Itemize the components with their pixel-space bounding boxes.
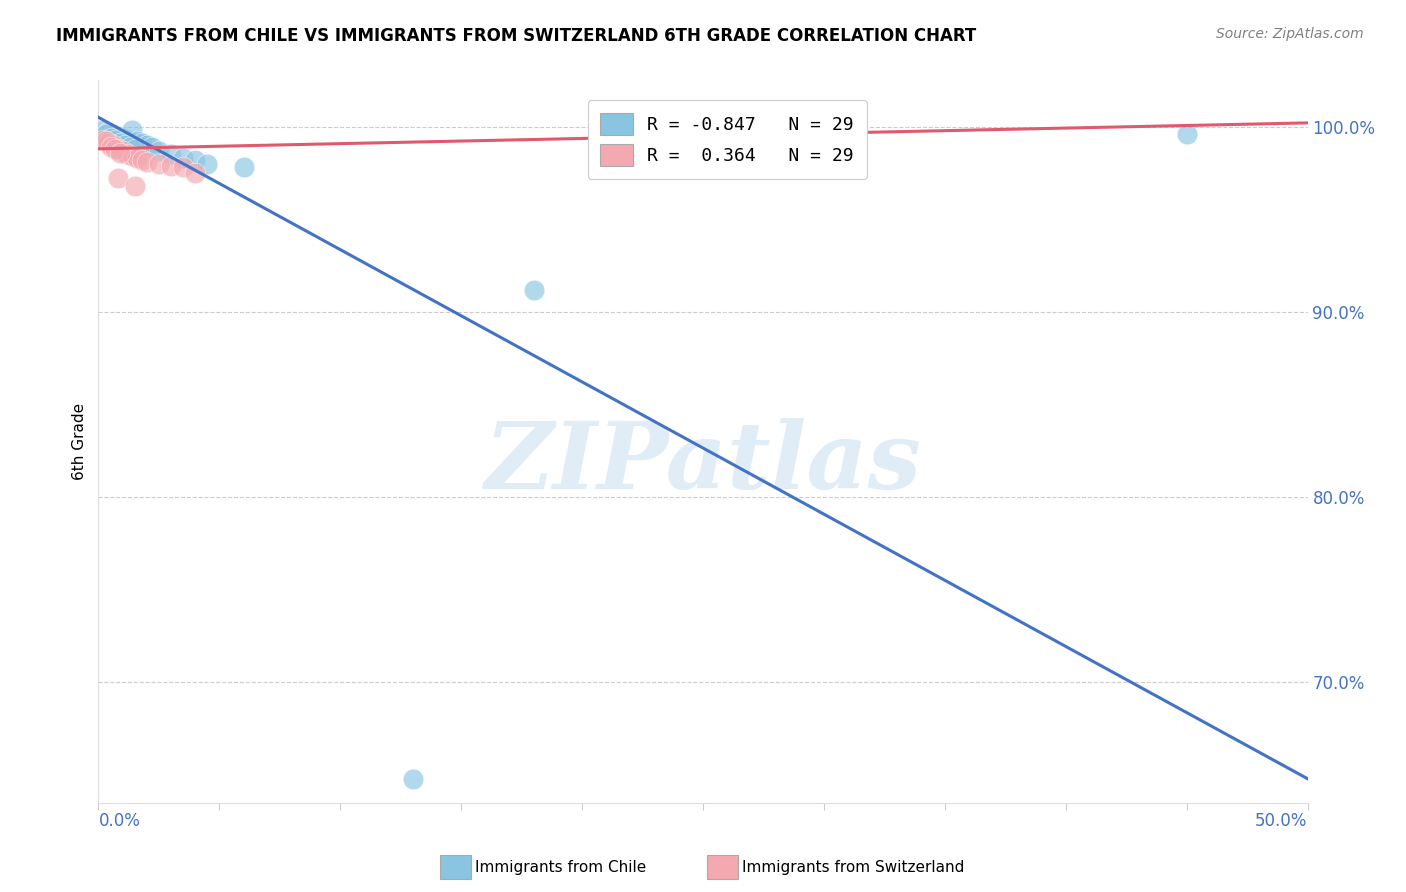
Y-axis label: 6th Grade: 6th Grade: [72, 403, 87, 480]
Text: 50.0%: 50.0%: [1256, 812, 1308, 830]
Point: [148, 144, 170, 158]
Point: [131, 153, 153, 167]
Point: [108, 136, 131, 151]
Point: [184, 153, 207, 167]
Text: Immigrants from Chile: Immigrants from Chile: [475, 860, 647, 874]
Point: [160, 159, 183, 173]
Point: [523, 283, 546, 297]
Legend: R = -0.847   N = 29, R =  0.364   N = 29: R = -0.847 N = 29, R = 0.364 N = 29: [588, 100, 866, 178]
Point: [127, 135, 149, 149]
Text: Source: ZipAtlas.com: Source: ZipAtlas.com: [1216, 27, 1364, 41]
Point: [160, 147, 183, 161]
Point: [135, 154, 157, 169]
Point: [104, 132, 127, 146]
Point: [195, 156, 218, 170]
Point: [131, 136, 153, 151]
Point: [121, 149, 143, 163]
Point: [124, 178, 146, 193]
Point: [141, 140, 163, 154]
Point: [91, 132, 114, 146]
Point: [108, 145, 131, 160]
Point: [117, 147, 139, 161]
Point: [104, 142, 127, 156]
Point: [101, 127, 124, 141]
Point: [172, 161, 194, 175]
Point: [172, 151, 194, 165]
Point: [107, 142, 129, 156]
Point: [100, 140, 122, 154]
Text: Immigrants from Switzerland: Immigrants from Switzerland: [742, 860, 965, 874]
Point: [184, 166, 207, 180]
Point: [117, 132, 139, 146]
Point: [1175, 127, 1198, 141]
Text: 0.0%: 0.0%: [98, 812, 141, 830]
Point: [121, 123, 143, 137]
Point: [94, 135, 117, 149]
Point: [100, 130, 122, 145]
Point: [97, 125, 120, 139]
Text: ZIPatlas: ZIPatlas: [485, 418, 921, 508]
Point: [135, 138, 157, 153]
Point: [148, 156, 170, 170]
Point: [111, 130, 134, 145]
Point: [91, 123, 114, 137]
Point: [124, 142, 146, 156]
Point: [97, 136, 120, 151]
Point: [94, 127, 117, 141]
Point: [107, 128, 129, 143]
Point: [232, 161, 254, 175]
Point: [118, 140, 141, 154]
Point: [402, 772, 425, 786]
Point: [127, 151, 149, 165]
Point: [107, 171, 129, 186]
Text: IMMIGRANTS FROM CHILE VS IMMIGRANTS FROM SWITZERLAND 6TH GRADE CORRELATION CHART: IMMIGRANTS FROM CHILE VS IMMIGRANTS FROM…: [56, 27, 977, 45]
Point: [101, 138, 124, 153]
Point: [114, 138, 136, 153]
Point: [111, 144, 134, 158]
